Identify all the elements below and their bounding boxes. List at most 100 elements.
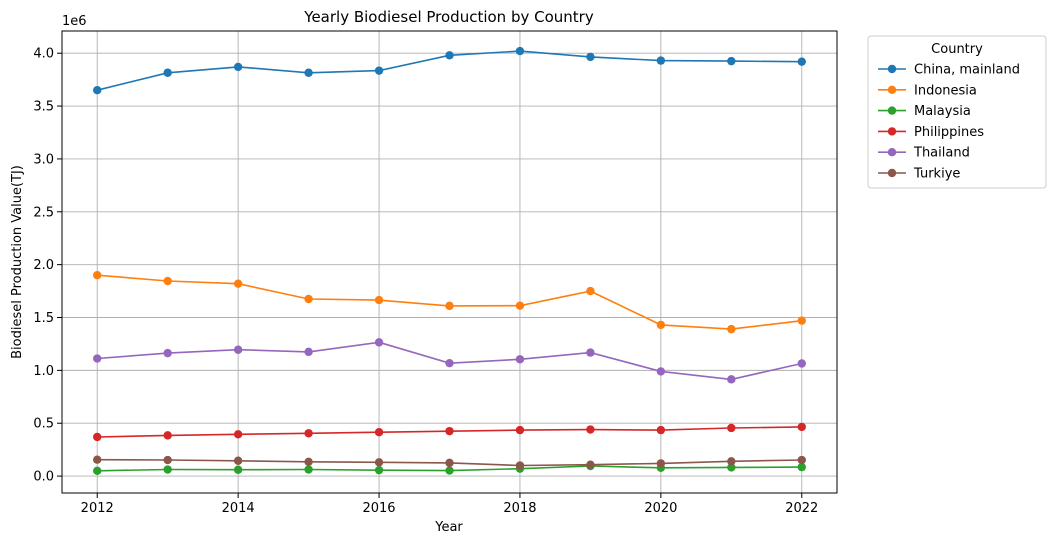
legend-swatch-marker — [887, 168, 897, 178]
legend: Country China, mainland Indonesia Malaysia… — [867, 35, 1047, 189]
data-point-philippines — [163, 431, 172, 440]
data-point-turkiye — [93, 455, 102, 464]
data-point-philippines — [304, 429, 313, 438]
data-point-malaysia — [163, 465, 172, 474]
data-point-indonesia — [586, 286, 595, 296]
data-point-china-mainland — [374, 66, 384, 75]
data-point-thailand — [445, 358, 454, 368]
data-point-philippines — [727, 423, 736, 433]
plot-frame — [61, 30, 838, 494]
data-point-china-mainland — [93, 86, 102, 95]
data-point-thailand — [163, 348, 172, 358]
legend-label: Thailand — [913, 146, 970, 161]
x-axis-label: Year — [434, 520, 463, 535]
series-philippines — [93, 422, 806, 442]
data-point-philippines — [93, 432, 102, 442]
data-point-thailand — [304, 347, 313, 357]
data-point-turkiye — [163, 455, 172, 465]
data-point-indonesia — [727, 324, 736, 334]
data-point-philippines — [445, 426, 454, 436]
data-point-thailand — [797, 359, 806, 368]
chart-title: Yearly Biodiesel Production by Country — [303, 8, 594, 26]
y-axis-label: Biodiesel Production Value(TJ) — [10, 165, 25, 359]
y-offset-label: 1e6 — [62, 14, 87, 29]
y-tick-label: 4.0 — [33, 47, 54, 62]
y-tick-label: 0.0 — [33, 470, 54, 485]
data-point-malaysia — [727, 463, 736, 472]
legend-swatch-marker — [887, 106, 897, 115]
data-point-turkiye — [656, 459, 666, 468]
y-tick-label: 1.5 — [33, 311, 54, 326]
data-point-malaysia — [304, 465, 313, 474]
legend-swatch-marker — [887, 148, 897, 157]
series-layer — [93, 46, 806, 475]
data-point-malaysia — [797, 462, 806, 472]
data-point-thailand — [515, 355, 525, 364]
legend-swatch-marker — [887, 127, 897, 136]
data-point-china-mainland — [233, 62, 243, 72]
data-point-indonesia — [304, 294, 313, 304]
x-ticks: 2012 2014 2016 2018 2020 2022 — [81, 493, 818, 516]
legend-item-turkiye: Turkiye — [878, 167, 960, 182]
data-point-philippines — [374, 428, 384, 437]
y-tick-label: 2.0 — [33, 258, 54, 273]
data-point-china-mainland — [656, 56, 666, 65]
legend-frame — [867, 35, 1047, 189]
data-point-indonesia — [656, 320, 666, 330]
y-tick-label: 2.5 — [33, 205, 54, 220]
data-point-turkiye — [727, 457, 736, 466]
x-tick-label: 2016 — [362, 501, 395, 516]
data-point-indonesia — [163, 276, 172, 286]
y-tick-label: 1.0 — [33, 364, 54, 379]
legend-item-malaysia: Malaysia — [878, 104, 971, 119]
data-point-china-mainland — [304, 68, 313, 77]
legend-item-thailand: Thailand — [878, 146, 970, 161]
y-ticks: 0.0 0.5 1.0 1.5 2.0 2.5 3.0 3.5 4.0 — [33, 47, 62, 485]
data-point-thailand — [374, 338, 384, 347]
data-point-turkiye — [586, 460, 595, 469]
legend-label: Malaysia — [914, 104, 971, 119]
data-point-turkiye — [515, 461, 525, 470]
data-point-malaysia — [374, 465, 384, 475]
x-tick-label: 2022 — [785, 501, 818, 516]
series-china-mainland — [93, 46, 806, 95]
data-point-thailand — [656, 367, 666, 376]
data-point-thailand — [586, 348, 595, 357]
data-point-turkiye — [797, 455, 806, 465]
data-point-turkiye — [304, 457, 313, 467]
data-point-turkiye — [374, 458, 384, 467]
y-tick-label: 3.5 — [33, 100, 54, 115]
data-point-indonesia — [93, 271, 102, 280]
data-point-turkiye — [445, 458, 454, 468]
series-thailand — [93, 338, 806, 384]
data-point-thailand — [233, 345, 243, 354]
legend-item-philippines: Philippines — [878, 125, 984, 140]
series-indonesia — [93, 271, 806, 334]
legend-label: Turkiye — [913, 167, 960, 182]
legend-label: Philippines — [914, 125, 984, 140]
legend-item-china-mainland: China, mainland — [878, 63, 1020, 78]
x-tick-label: 2020 — [644, 501, 677, 516]
x-tick-label: 2012 — [81, 501, 114, 516]
grid — [62, 31, 837, 493]
data-point-indonesia — [233, 279, 243, 288]
data-point-philippines — [586, 425, 595, 434]
data-point-indonesia — [374, 295, 384, 305]
data-point-malaysia — [233, 465, 243, 474]
legend-swatch-marker — [887, 64, 897, 74]
y-tick-label: 0.5 — [33, 417, 54, 432]
data-point-indonesia — [445, 301, 454, 311]
data-point-malaysia — [93, 466, 102, 475]
data-point-turkiye — [233, 456, 243, 465]
data-point-china-mainland — [163, 68, 172, 77]
x-tick-label: 2018 — [503, 501, 536, 516]
data-point-indonesia — [515, 301, 525, 310]
legend-title: Country — [931, 42, 983, 57]
data-point-china-mainland — [515, 46, 525, 56]
data-point-china-mainland — [797, 57, 806, 66]
legend-label: Indonesia — [914, 83, 977, 98]
data-point-malaysia — [445, 466, 454, 475]
data-point-china-mainland — [727, 56, 736, 66]
data-point-philippines — [233, 430, 243, 439]
